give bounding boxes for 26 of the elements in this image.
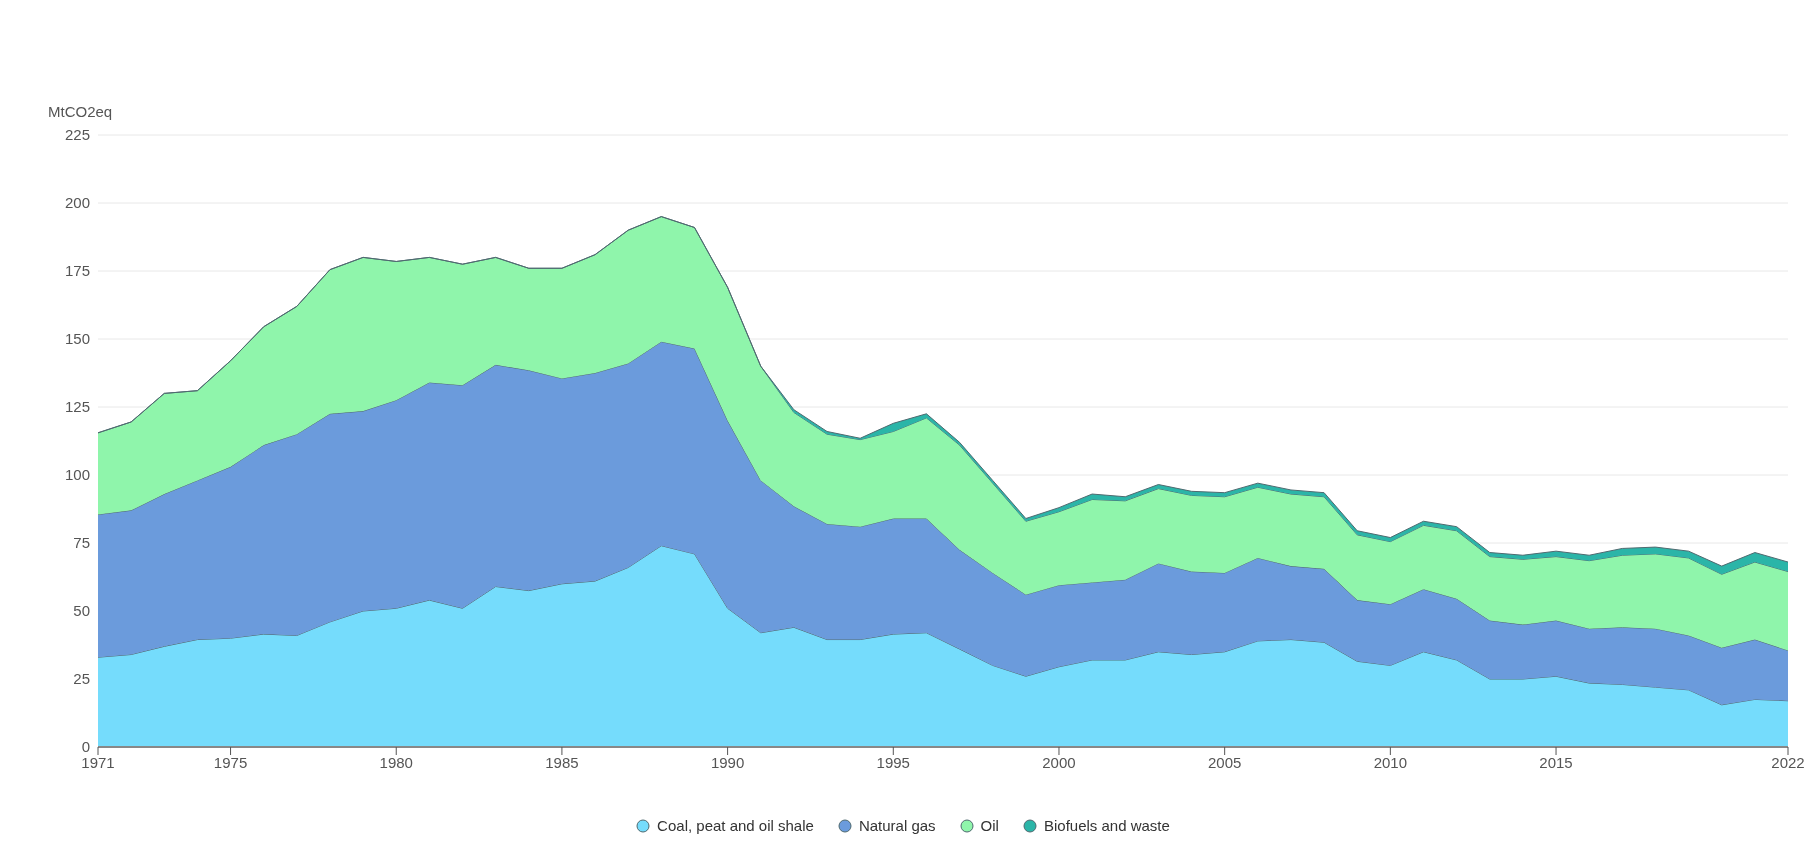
x-tick-label: 2022 <box>1771 753 1805 771</box>
x-tick-label: 1985 <box>545 753 579 771</box>
x-tick-label: 1995 <box>876 753 910 771</box>
y-tick-label: 200 <box>64 194 90 212</box>
y-tick-label: 175 <box>64 262 90 280</box>
legend-label: Natural gas <box>858 817 936 834</box>
x-tick-label: 2010 <box>1373 753 1408 771</box>
y-tick-label: 25 <box>73 670 90 688</box>
x-tick-label: 1975 <box>213 753 248 771</box>
x-tick-label: 2005 <box>1207 753 1242 771</box>
y-tick-label: 225 <box>64 126 90 144</box>
y-tick-label: 150 <box>64 330 90 348</box>
y-tick-label: 75 <box>73 534 90 552</box>
legend-label: Oil <box>980 817 999 834</box>
legend-label: Biofuels and waste <box>1043 817 1170 834</box>
y-axis-title: MtCO2eq <box>48 103 113 120</box>
x-tick-label: 2000 <box>1042 753 1076 771</box>
y-tick-label: 125 <box>64 398 90 416</box>
y-tick-label: 100 <box>64 466 90 484</box>
x-tick-label: 2015 <box>1539 753 1573 771</box>
x-tick-label: 1980 <box>379 753 413 771</box>
legend-label: Coal, peat and oil shale <box>657 817 814 834</box>
y-tick-label: 50 <box>73 602 90 620</box>
y-tick-label: 0 <box>81 738 90 756</box>
x-tick-label: 1990 <box>710 753 745 771</box>
x-tick-label: 1971 <box>81 753 115 771</box>
